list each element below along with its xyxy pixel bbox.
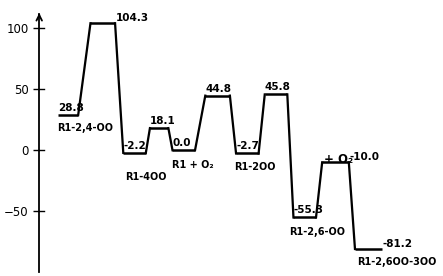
Text: R1-2,4-OO: R1-2,4-OO: [57, 123, 113, 133]
Text: + O₂: + O₂: [324, 153, 354, 166]
Text: R1-2,6OO-3OO: R1-2,6OO-3OO: [357, 257, 436, 267]
Text: 104.3: 104.3: [116, 13, 149, 23]
Text: 45.8: 45.8: [265, 82, 291, 92]
Text: 28.8: 28.8: [58, 103, 83, 113]
Text: -10.0: -10.0: [350, 152, 380, 162]
Text: -55.3: -55.3: [293, 205, 323, 215]
Text: -2.2: -2.2: [123, 141, 146, 151]
Text: R1 + O₂: R1 + O₂: [172, 160, 214, 170]
Text: 44.8: 44.8: [205, 84, 231, 94]
Text: R1-2OO: R1-2OO: [234, 162, 276, 172]
Text: R1-2,6-OO: R1-2,6-OO: [289, 227, 346, 237]
Text: 0.0: 0.0: [172, 138, 191, 148]
Text: R1-4OO: R1-4OO: [125, 172, 167, 182]
Text: -81.2: -81.2: [383, 239, 412, 249]
Text: -2.7: -2.7: [236, 141, 259, 151]
Text: 18.1: 18.1: [150, 116, 176, 126]
